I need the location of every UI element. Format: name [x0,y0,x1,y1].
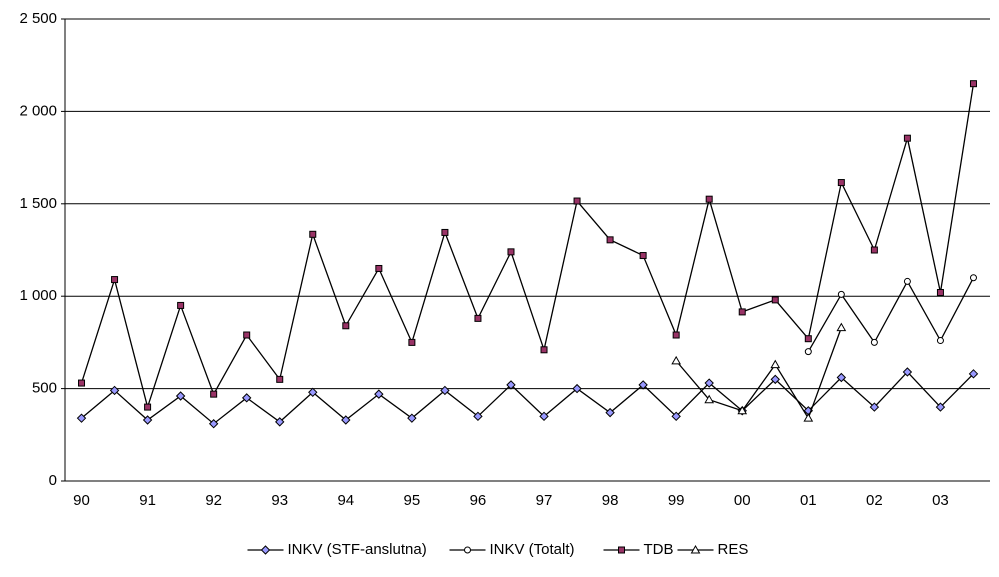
legend-marker [464,546,471,554]
data-point [902,367,913,377]
series-line [81,371,974,425]
data-point [76,413,87,423]
data-point [837,179,845,187]
data-point [473,411,483,422]
data-point [241,393,252,403]
legend-label: INKV (STF-anslutna) [288,541,427,558]
data-point [705,195,713,203]
data-point [341,415,351,425]
x-tick-label: 93 [271,492,288,509]
x-tick-label: 92 [205,492,222,509]
data-point [243,331,251,339]
data-point [639,252,647,260]
x-tick-label: 03 [932,492,949,509]
y-tick-label: 500 [32,380,57,397]
data-point [474,314,482,322]
x-tick-label: 91 [139,492,156,509]
data-point [870,338,878,346]
data-point [506,380,516,390]
data-point [869,402,880,412]
data-point [375,264,383,272]
data-point [804,348,812,356]
legend-marker [618,546,625,554]
legend-label: TDB [644,541,674,558]
data-point [704,394,715,404]
data-point [737,405,748,415]
data-point [408,338,416,346]
x-tick-label: 02 [866,492,883,509]
y-tick-label: 2 000 [19,102,57,119]
legend-marker [690,544,701,554]
data-point [770,374,780,385]
data-point [969,274,977,282]
data-point [374,389,384,399]
data-point [936,337,944,345]
y-tick-label: 2 500 [19,10,57,27]
x-tick-label: 96 [470,492,487,509]
data-point [275,417,285,427]
data-point [968,369,979,379]
data-point [870,246,878,254]
data-point [177,301,185,309]
data-point [605,407,615,418]
x-tick-label: 95 [404,492,421,509]
data-point [935,402,946,412]
data-point [208,419,219,429]
data-point [672,331,680,339]
x-tick-label: 01 [800,492,817,509]
data-point [770,359,781,369]
data-point [309,230,317,238]
data-point [903,277,911,285]
x-tick-label: 94 [337,492,354,509]
data-point [804,335,812,343]
x-tick-label: 90 [73,492,90,509]
data-point [109,385,120,396]
data-point [308,387,318,398]
x-tick-label: 98 [602,492,619,509]
data-point [142,415,153,425]
data-point [539,411,549,422]
data-point [738,308,746,316]
data-point [671,411,681,422]
data-point [342,322,350,330]
data-point [837,290,845,298]
data-point [144,403,152,411]
data-point [407,413,417,423]
data-point [276,375,284,383]
data-point [836,322,847,332]
data-point [969,80,977,88]
data-point [572,383,582,394]
data-point [111,276,119,284]
y-tick-label: 0 [49,472,57,489]
data-point [573,197,581,205]
data-point [903,134,911,142]
legend-label: INKV (Totalt) [490,541,575,558]
data-point [638,380,648,390]
data-point [78,379,86,387]
y-tick-label: 1 500 [19,195,57,212]
data-point [440,385,450,396]
data-point [210,390,218,398]
series-line [675,327,842,420]
data-point [704,378,714,388]
data-point [606,236,614,244]
data-point [771,296,779,304]
data-point [540,346,548,354]
data-point [507,248,515,256]
series-line [807,277,975,352]
x-tick-label: 00 [734,492,751,509]
data-point [671,355,682,365]
data-point [175,391,186,401]
legend-label: RES [718,541,749,558]
data-point [936,289,944,297]
y-tick-label: 1 000 [19,287,57,304]
x-tick-label: 97 [536,492,553,509]
legend-marker [260,545,271,555]
data-point [803,413,814,422]
series-line [80,83,975,410]
data-point [836,372,847,383]
data-point [441,228,449,236]
x-tick-label: 99 [668,492,685,509]
